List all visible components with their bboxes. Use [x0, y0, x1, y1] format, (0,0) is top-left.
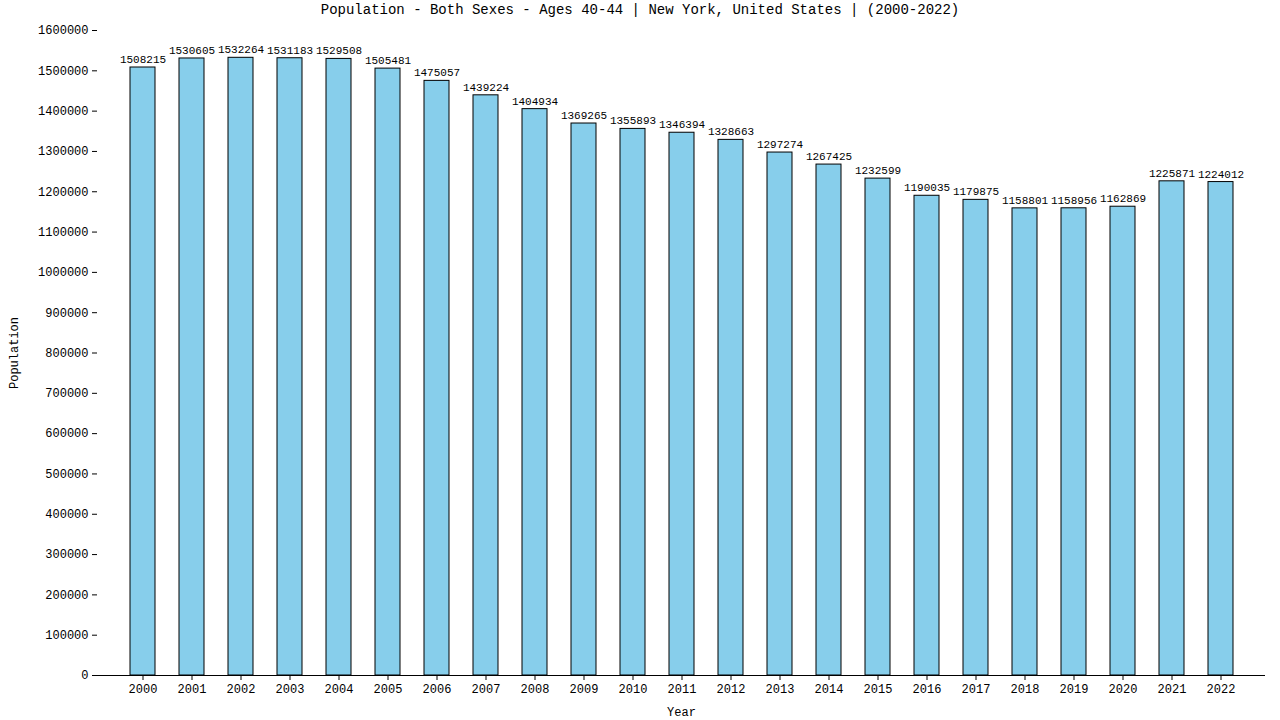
svg-text:100000: 100000: [45, 629, 88, 643]
svg-text:2008: 2008: [521, 683, 550, 697]
svg-text:2014: 2014: [815, 683, 844, 697]
svg-text:1158801: 1158801: [1002, 195, 1049, 207]
svg-text:1232599: 1232599: [855, 165, 901, 177]
svg-text:1179875: 1179875: [953, 186, 999, 198]
svg-text:900000: 900000: [45, 307, 88, 321]
svg-text:200000: 200000: [45, 589, 88, 603]
svg-text:1267425: 1267425: [806, 151, 852, 163]
svg-text:Population: Population: [8, 317, 22, 389]
svg-text:2017: 2017: [962, 683, 991, 697]
svg-text:1600000: 1600000: [38, 24, 88, 38]
svg-text:1531183: 1531183: [267, 45, 313, 57]
svg-text:2005: 2005: [374, 683, 403, 697]
svg-text:1162869: 1162869: [1100, 193, 1146, 205]
svg-text:2021: 2021: [1158, 683, 1187, 697]
svg-text:2020: 2020: [1109, 683, 1138, 697]
svg-text:1100000: 1100000: [38, 226, 88, 240]
svg-text:1190035: 1190035: [904, 182, 950, 194]
svg-text:2009: 2009: [570, 683, 599, 697]
svg-text:1225871: 1225871: [1149, 168, 1196, 180]
svg-text:0: 0: [81, 669, 88, 683]
svg-text:2015: 2015: [864, 683, 893, 697]
html-text:Population - Both Sexes - Ages: Population - Both Sexes - Ages 40-44 | N…: [320, 2, 960, 18]
svg-text:1200000: 1200000: [38, 186, 88, 200]
svg-text:1505481: 1505481: [365, 55, 412, 67]
svg-text:2003: 2003: [276, 683, 305, 697]
svg-text:1000000: 1000000: [38, 266, 88, 280]
svg-text:2013: 2013: [766, 683, 795, 697]
svg-text:400000: 400000: [45, 508, 88, 522]
svg-text:1404934: 1404934: [512, 96, 559, 108]
svg-text:500000: 500000: [45, 468, 88, 482]
svg-text:1158956: 1158956: [1051, 195, 1097, 207]
svg-text:2010: 2010: [619, 683, 648, 697]
svg-text:600000: 600000: [45, 427, 88, 441]
svg-text:1369265: 1369265: [561, 110, 607, 122]
svg-text:1532264: 1532264: [218, 44, 265, 56]
svg-text:1355893: 1355893: [610, 115, 656, 127]
svg-text:2007: 2007: [472, 683, 501, 697]
svg-text:2006: 2006: [423, 683, 452, 697]
svg-text:2000: 2000: [129, 683, 158, 697]
svg-text:1300000: 1300000: [38, 145, 88, 159]
svg-text:800000: 800000: [45, 347, 88, 361]
svg-text:1508215: 1508215: [120, 54, 166, 66]
svg-text:2012: 2012: [717, 683, 746, 697]
svg-text:1400000: 1400000: [38, 105, 88, 119]
svg-text:300000: 300000: [45, 548, 88, 562]
svg-text:2019: 2019: [1060, 683, 1089, 697]
svg-text:2011: 2011: [668, 683, 697, 697]
svg-text:2004: 2004: [325, 683, 354, 697]
svg-text:1224012: 1224012: [1198, 169, 1244, 181]
svg-text:1529508: 1529508: [316, 45, 362, 57]
svg-text:2002: 2002: [227, 683, 256, 697]
svg-text:2001: 2001: [178, 683, 207, 697]
svg-text:1475057: 1475057: [414, 67, 460, 79]
svg-text:Year: Year: [667, 706, 696, 720]
svg-text:700000: 700000: [45, 387, 88, 401]
svg-text:1530605: 1530605: [169, 45, 215, 57]
svg-text:1346394: 1346394: [659, 119, 706, 131]
svg-text:1328663: 1328663: [708, 126, 754, 138]
svg-text:1297274: 1297274: [757, 139, 804, 151]
svg-text:1500000: 1500000: [38, 65, 88, 79]
svg-text:2018: 2018: [1011, 683, 1040, 697]
svg-text:2016: 2016: [913, 683, 942, 697]
svg-text:1439224: 1439224: [463, 82, 510, 94]
svg-text:2022: 2022: [1207, 683, 1236, 697]
